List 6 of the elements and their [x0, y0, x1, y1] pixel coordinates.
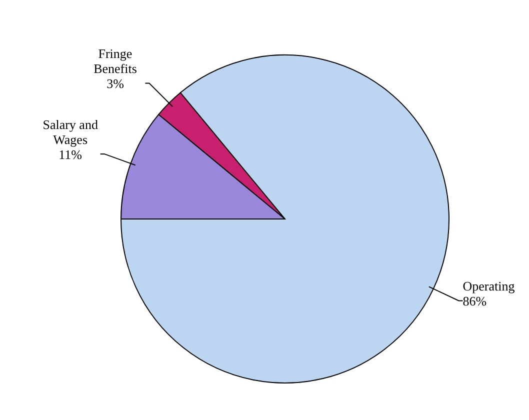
slice-label: Fringe Benefits [94, 46, 137, 76]
data-label: 3% [106, 76, 124, 92]
slice-label: Operating [462, 278, 516, 294]
data-label: 11% [58, 146, 82, 162]
slice-label: Salary and Wages [42, 116, 98, 147]
data-label: 86% [462, 294, 487, 309]
